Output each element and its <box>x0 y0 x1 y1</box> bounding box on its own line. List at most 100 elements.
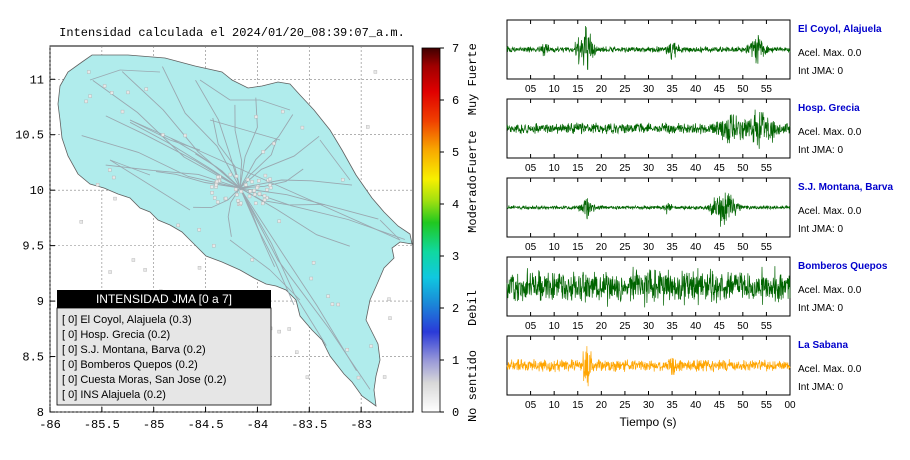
trace-xtick-label: 10 <box>549 321 561 332</box>
station-marker <box>176 223 180 228</box>
map-xtick-label: -86 <box>39 418 61 432</box>
road <box>239 168 304 189</box>
station-marker <box>235 192 239 197</box>
trace-xtick-label: 30 <box>643 163 655 174</box>
trace-xtick-label: 10 <box>549 163 561 174</box>
seismogram-trace <box>506 192 791 227</box>
trace-xtick-label: 55 <box>761 163 773 174</box>
road <box>105 115 241 189</box>
station-marker <box>183 133 187 138</box>
map-ytick-label: 8 <box>37 406 44 420</box>
station-marker <box>86 70 91 74</box>
station-marker <box>102 84 107 88</box>
map-ytick-label: 9 <box>37 295 44 309</box>
station-marker <box>382 375 387 379</box>
station-marker <box>248 189 253 193</box>
seismogram-trace <box>506 266 791 308</box>
station-marker <box>326 294 330 298</box>
station-marker <box>120 109 125 114</box>
station-marker <box>336 302 340 307</box>
station-marker <box>197 227 201 232</box>
trace-xtick-label: 50 <box>737 321 749 332</box>
trace-xtick-label: 55 <box>761 321 773 332</box>
station-marker <box>311 261 316 265</box>
costa-rica-landmass <box>57 54 413 407</box>
traces-xlabel: Tiempo (s) <box>620 415 677 429</box>
station-marker <box>257 191 262 196</box>
road <box>193 187 241 209</box>
station-marker <box>244 183 248 187</box>
station-marker <box>210 190 214 195</box>
road <box>239 135 320 189</box>
station-intensity: Int JMA: 0 <box>798 382 843 393</box>
station-marker <box>131 258 136 262</box>
legend-body <box>56 307 272 406</box>
colorbar-category-label: No sentido <box>466 350 480 422</box>
station-marker <box>369 344 373 348</box>
station-marker <box>214 183 219 187</box>
map-xtick-label: -84.5 <box>188 418 224 432</box>
road <box>239 187 357 372</box>
trace-xtick-label: 30 <box>643 242 655 253</box>
trace-panel: 05 10 15 20 25 30 35 40 45 50 55 Hosp. Grecia Acel. … <box>506 98 862 174</box>
trace-xtick-label: 40 <box>690 163 702 174</box>
station-intensity: Int JMA: 0 <box>798 303 843 314</box>
road <box>109 159 151 176</box>
station-marker <box>234 174 239 179</box>
trace-xtick-label: 20 <box>596 400 608 411</box>
station-marker <box>345 348 349 352</box>
legend-rows: [ 0] El Coyol, Alajuela (0.3) [ 0] Hosp. … <box>62 314 226 401</box>
station-marker <box>254 115 258 119</box>
trace-xtick-label: 35 <box>667 163 679 174</box>
trace-xtick-label: 05 <box>525 400 537 411</box>
station-marker <box>262 194 267 198</box>
trace-xtick-label: 40 <box>690 400 702 411</box>
map-axes: -86 -85.5 -85 -84.5 -84 -83.5 -83 8 8.5 9 9.5 10 10.… <box>15 73 372 432</box>
station-marker <box>210 185 214 189</box>
station-marker <box>373 70 378 74</box>
station-marker <box>250 180 254 184</box>
station-marker <box>212 196 217 200</box>
trace-xtick-label: 05 <box>525 163 537 174</box>
trace-xtick-label: 00 <box>784 400 796 411</box>
trace-panel: 05 10 15 20 25 30 35 40 45 50 55 El Coyol, Alajuela… <box>506 19 882 95</box>
station-marker <box>239 189 243 194</box>
colorbar-tick-label: 7 <box>452 42 459 56</box>
station-marker <box>268 177 272 181</box>
road <box>319 139 351 181</box>
station-marker <box>253 192 257 197</box>
colorbar-ticks: 0 1 2 3 4 5 6 7 No sentido Debil Moderado Fuerte Muy… <box>440 42 480 422</box>
trace-panel: 05 10 15 20 25 30 35 40 45 50 55 S.J. Montana, Barv… <box>506 177 893 253</box>
trace-xtick-label: 50 <box>737 163 749 174</box>
trace-xtick-label: 45 <box>714 321 726 332</box>
station-marker <box>216 175 220 179</box>
station-marker <box>341 177 345 182</box>
map-xtick-label: -85 <box>143 418 165 432</box>
colorbar-tick-label: 5 <box>452 146 459 160</box>
road <box>119 69 161 73</box>
station-marker <box>113 196 117 201</box>
road <box>239 187 379 220</box>
station-marker <box>272 141 276 146</box>
station-marker <box>295 350 299 354</box>
road <box>269 269 301 301</box>
road <box>199 79 231 101</box>
station-intensity: Int JMA: 0 <box>798 66 843 77</box>
road <box>81 135 241 189</box>
trace-xtick-label: 40 <box>690 321 702 332</box>
trace-xtick-label: 10 <box>549 242 561 253</box>
station-marker <box>255 185 260 190</box>
station-marker <box>108 270 112 274</box>
station-marker <box>95 183 100 187</box>
station-marker <box>109 90 114 95</box>
station-marker <box>305 375 310 379</box>
road <box>239 138 278 189</box>
road <box>129 121 241 189</box>
map-ytick-label: 9.5 <box>22 240 44 254</box>
trace-xtick-label: 45 <box>714 400 726 411</box>
trace-xtick-label: 35 <box>667 321 679 332</box>
station-marker <box>143 268 147 272</box>
road <box>209 119 281 141</box>
trace-xtick-label: 45 <box>714 242 726 253</box>
legend-row: [ 0] Cuesta Moras, San Jose (0.2) <box>62 374 226 386</box>
